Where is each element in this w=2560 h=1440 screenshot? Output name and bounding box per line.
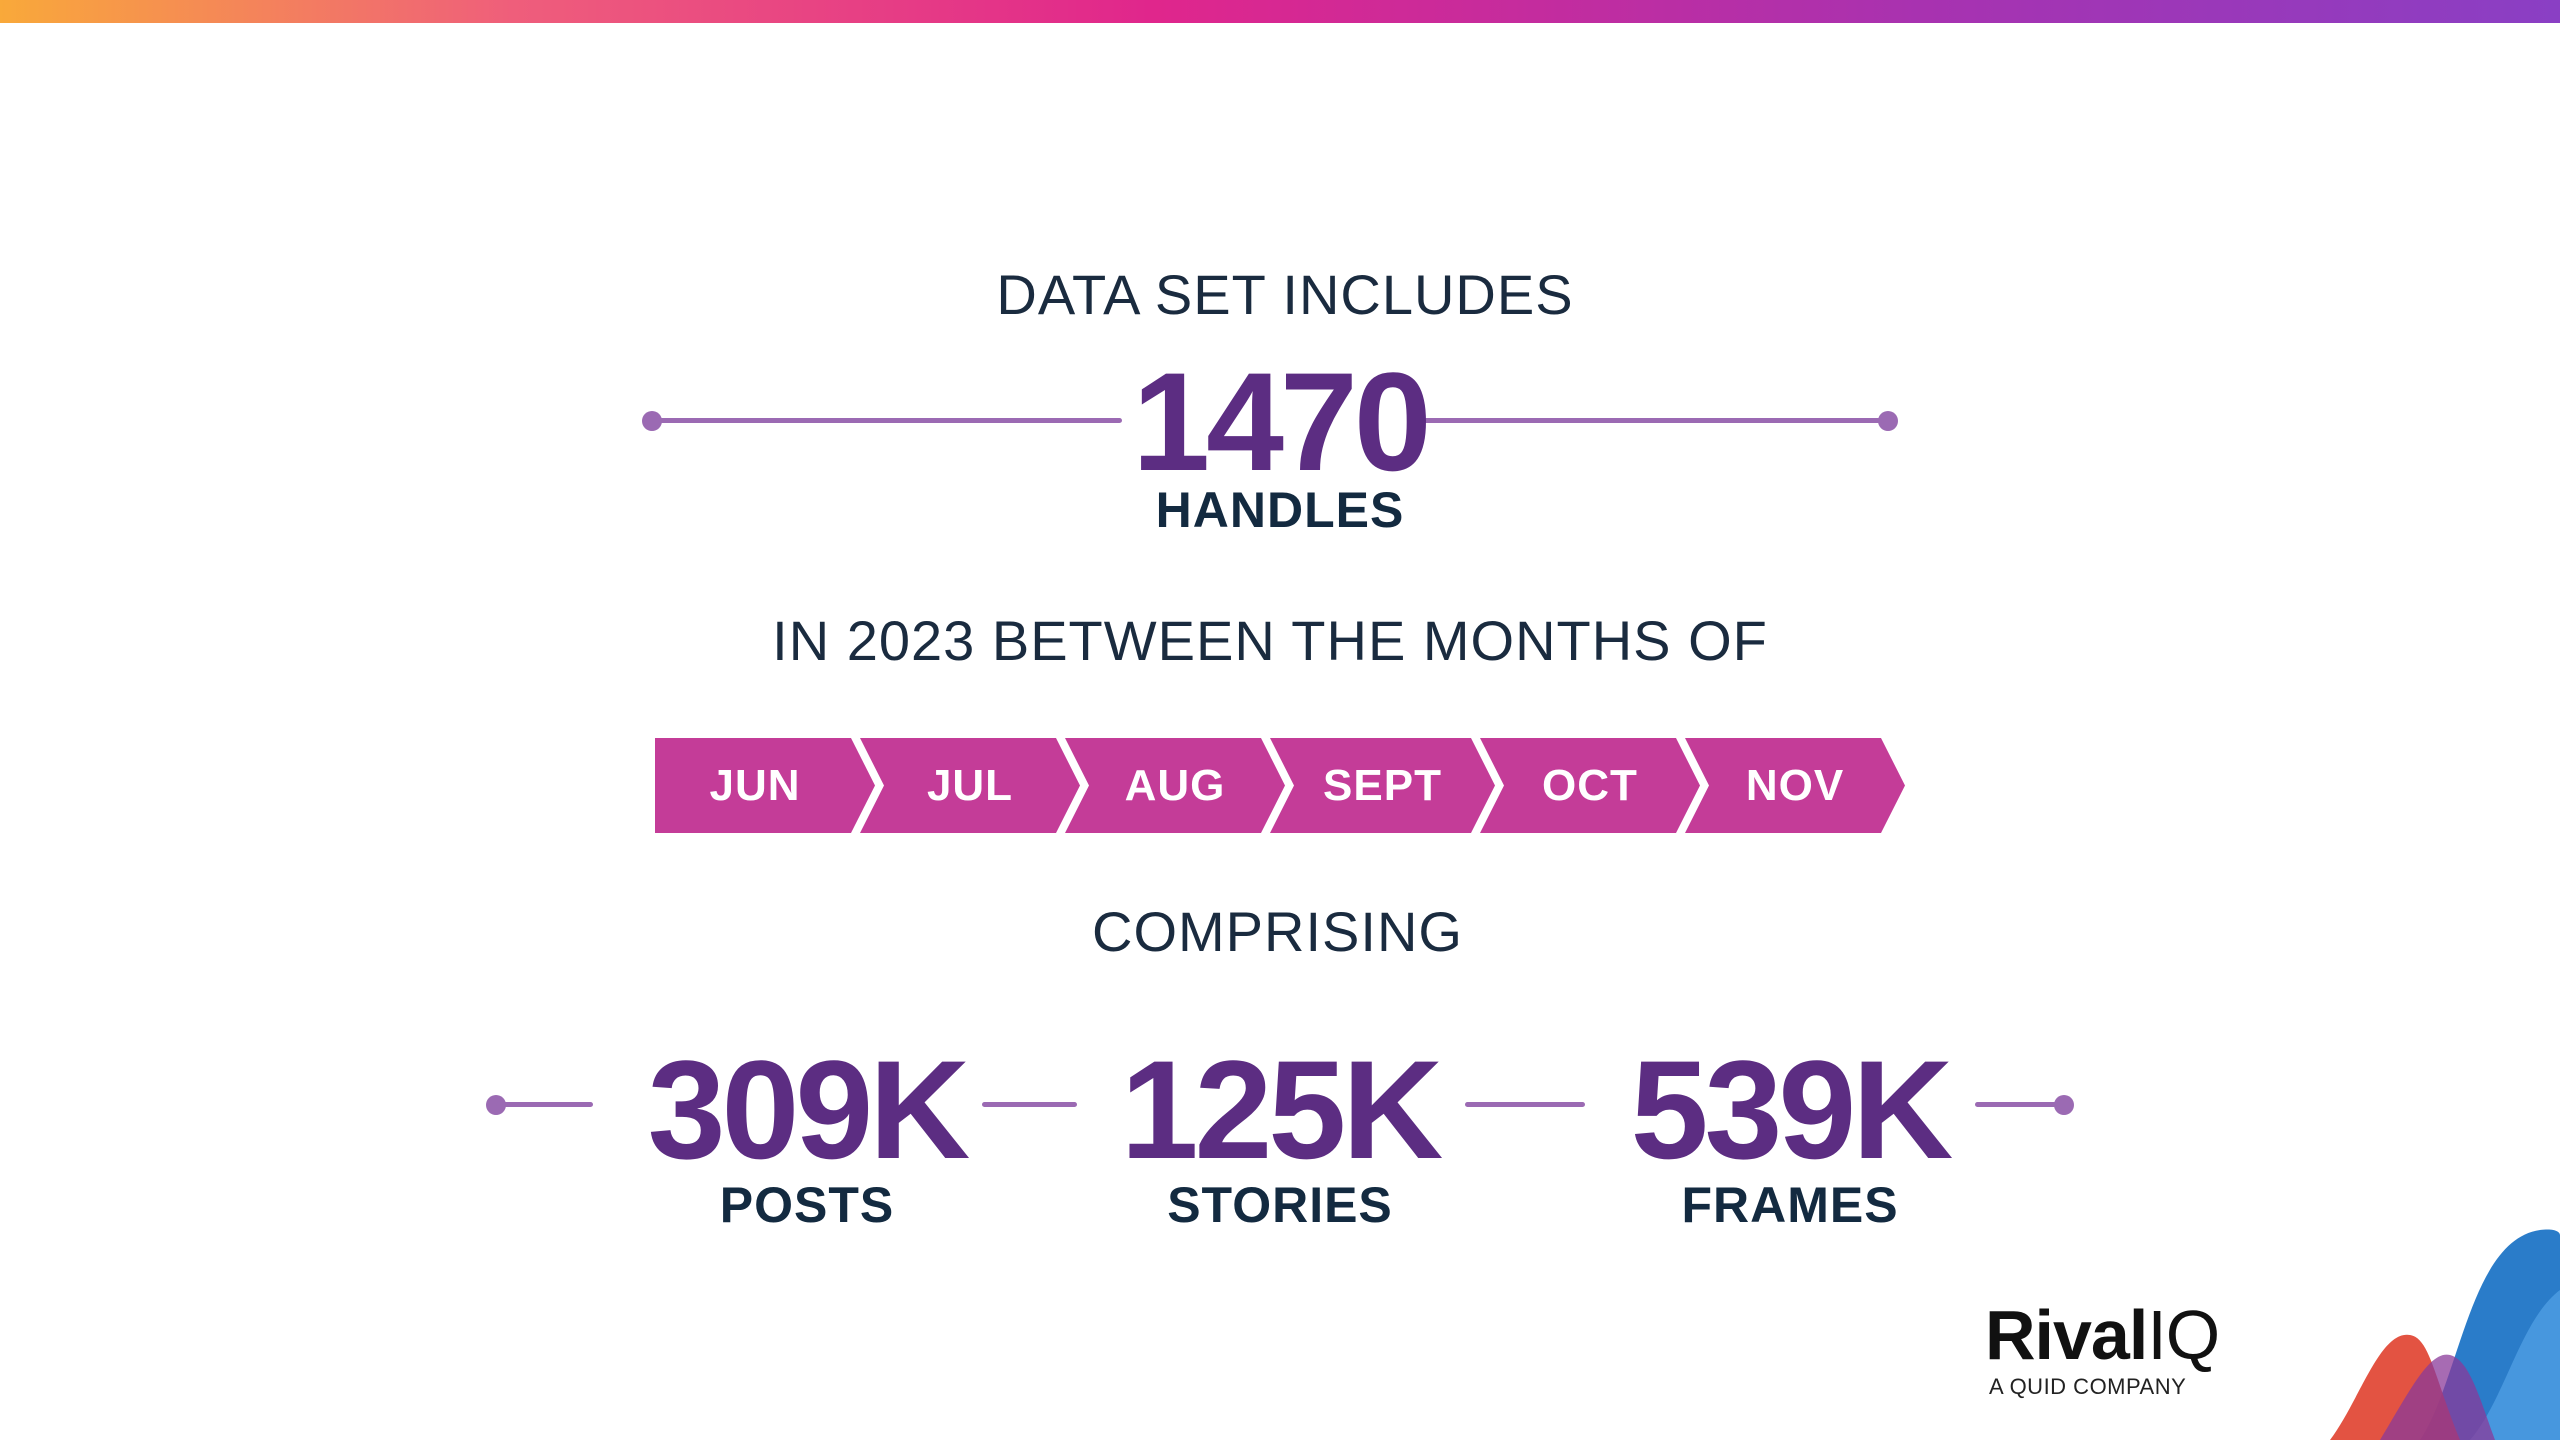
comprising-heading: COMPRISING: [1092, 900, 1463, 963]
stats-line-right: [1975, 1102, 2070, 1107]
stats-line-left: [496, 1102, 593, 1107]
stories-count: 125K: [1120, 1031, 1444, 1188]
stats-line-right-dot: [2054, 1095, 2074, 1115]
logo-tagline: A QUID COMPANY: [1989, 1374, 2187, 1399]
posts-label: POSTS: [719, 1177, 895, 1233]
rival-iq-logo: RivalIQ A QUID COMPANY: [1985, 1300, 2285, 1400]
month-chevron-sept: SEPT: [1270, 738, 1495, 833]
stats-connector-2: [1465, 1102, 1585, 1107]
posts-count: 309K: [647, 1031, 971, 1188]
stories-label: STORIES: [1167, 1177, 1393, 1233]
stats-connector-1: [982, 1102, 1077, 1107]
month-chevron-jun: JUN: [655, 738, 875, 833]
logo-wordmark-bold: Rival: [1985, 1296, 2148, 1374]
corner-wave-purple: [2380, 1354, 2495, 1440]
month-chevron-nov: NOV: [1685, 738, 1905, 833]
month-chevron-aug: AUG: [1065, 738, 1285, 833]
gradient-top-bar: [0, 0, 2560, 23]
months-heading: IN 2023 BETWEEN THE MONTHS OF: [772, 609, 1768, 672]
handles-count: 1470: [1132, 343, 1431, 500]
handles-line-right: [1420, 418, 1890, 423]
corner-wave-art: [2330, 1229, 2560, 1440]
handles-line-left: [652, 418, 1122, 423]
corner-wave-lightblue: [2470, 1290, 2560, 1440]
frames-count: 539K: [1630, 1031, 1954, 1188]
logo-wordmark-light: IQ: [2147, 1296, 2220, 1374]
intro-heading: DATA SET INCLUDES: [996, 263, 1574, 326]
month-chevron-oct: OCT: [1480, 738, 1700, 833]
handles-line-right-dot: [1878, 411, 1898, 431]
handles-label: HANDLES: [1155, 482, 1405, 538]
frames-label: FRAMES: [1681, 1177, 1899, 1233]
month-chevron-jul: JUL: [860, 738, 1080, 833]
month-chevrons: JUN JUL AUG SEPT OCT NOV: [655, 738, 1905, 833]
logo-wordmark: RivalIQ: [1985, 1300, 2220, 1370]
